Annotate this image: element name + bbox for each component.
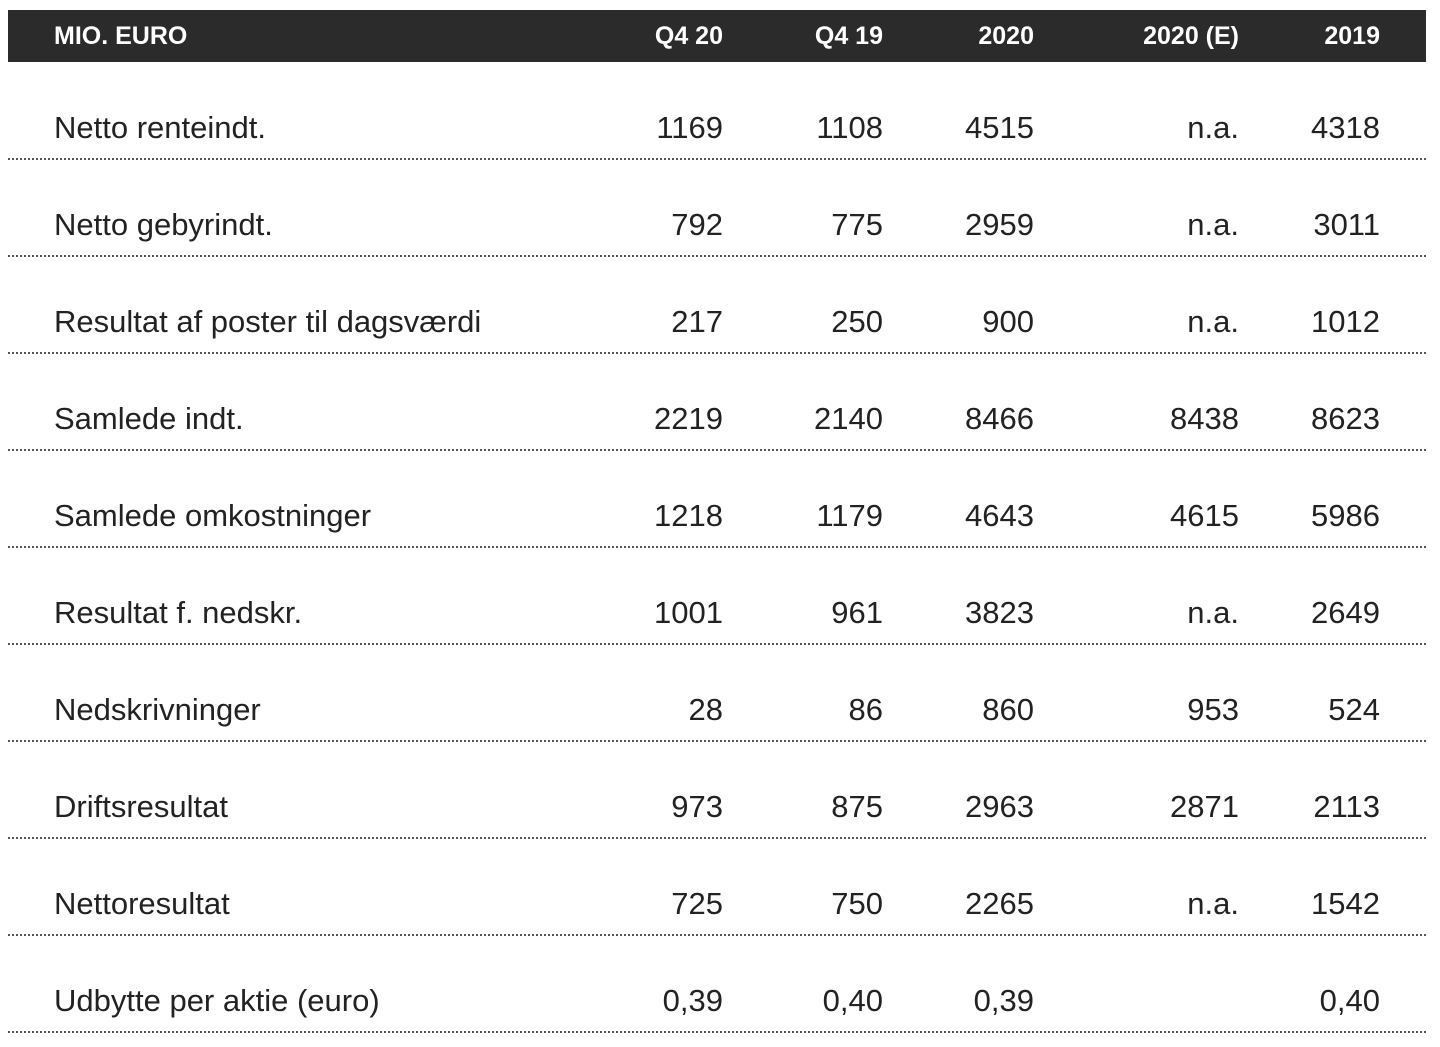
value-cell: 2140 [814,401,883,436]
header-cell: 2020 [978,22,1034,50]
row-label: Nettoresultat [54,886,230,921]
value-cell: 28 [688,692,723,727]
table-row: Samlede indt. 2219 2140 8466 8438 8623 [8,353,1426,451]
table-row: Resultat af poster til dagsværdi 217 250 90… [8,256,1426,354]
value-cell: 860 [982,692,1034,727]
row-label: Udbytte per aktie (euro) [54,983,380,1018]
value-cell: 8623 [1311,401,1380,436]
table-row: Driftsresultat 973 875 2963 2871 2113 [8,741,1426,839]
value-cell: 4643 [965,498,1034,533]
value-cell: 961 [831,595,883,630]
table-row: Netto gebyrindt. 792 775 2959 n.a. 3011 [8,159,1426,257]
table-row: Samlede omkostninger 1218 1179 4643 4615 5986 [8,450,1426,548]
table-row: Netto renteindt. 1169 1108 4515 n.a. 4318 [8,62,1426,160]
value-cell: 0,40 [1319,983,1380,1018]
table-row: Udbytte per aktie (euro) 0,39 0,40 0,39 0,40 [8,935,1426,1033]
value-cell: 2871 [1170,789,1239,824]
table-row: Nettoresultat 725 750 2265 n.a. 1542 [8,838,1426,936]
row-label: Driftsresultat [54,789,228,824]
row-label: Netto renteindt. [54,110,266,145]
value-cell: 86 [848,692,883,727]
row-label: Resultat af poster til dagsværdi [54,304,482,339]
value-cell: 1218 [654,498,723,533]
value-cell: 1108 [816,110,883,145]
value-cell: 2649 [1311,595,1380,630]
value-cell: 1001 [654,595,723,630]
value-cell: n.a. [1187,595,1239,630]
header-cell: MIO. EURO [54,22,188,50]
header-cell: 2019 [1324,22,1380,50]
row-label: Samlede indt. [54,401,244,436]
value-cell: 4515 [965,110,1034,145]
header-bar [8,10,1426,62]
value-cell: 3823 [965,595,1034,630]
value-cell: n.a. [1187,886,1239,921]
value-cell: n.a. [1187,110,1239,145]
value-cell: 953 [1187,692,1239,727]
row-label: Samlede omkostninger [54,498,372,533]
table-row: Nedskrivninger 28 86 860 953 524 [8,644,1426,742]
value-cell: 217 [671,304,723,339]
value-cell: 900 [982,304,1034,339]
value-cell: 875 [831,789,883,824]
value-cell: 1169 [656,110,723,145]
value-cell: 0,40 [822,983,883,1018]
row-label: Netto gebyrindt. [54,207,273,242]
value-cell: n.a. [1187,207,1239,242]
value-cell: 524 [1328,692,1380,727]
value-cell: 4615 [1170,498,1239,533]
value-cell: 250 [831,304,883,339]
value-cell: 2963 [965,789,1034,824]
value-cell: 725 [671,886,723,921]
value-cell: 0,39 [973,983,1034,1018]
header-cell: Q4 19 [814,22,883,50]
value-cell: 2959 [965,207,1034,242]
value-cell: 8438 [1170,401,1239,436]
value-cell: 1179 [816,498,883,533]
row-label: Resultat f. nedskr. [54,595,303,630]
value-cell: 1012 [1311,304,1380,339]
value-cell: 792 [671,207,723,242]
header-cell: 2020 (E) [1143,22,1239,50]
value-cell: 1542 [1311,886,1380,921]
value-cell: 2219 [654,401,723,436]
value-cell: 2265 [965,886,1034,921]
value-cell: n.a. [1187,304,1239,339]
value-cell: 8466 [965,401,1034,436]
value-cell: 4318 [1311,110,1380,145]
value-cell: 973 [671,789,723,824]
value-cell: 3011 [1313,207,1380,242]
value-cell: 2113 [1313,789,1380,824]
value-cell: 775 [831,207,883,242]
header-cell: Q4 20 [654,22,723,50]
value-cell: 0,39 [662,983,723,1018]
table-row: Resultat f. nedskr. 1001 961 3823 n.a. 2649 [8,547,1426,645]
value-cell: 5986 [1311,498,1380,533]
value-cell: 750 [831,886,883,921]
row-label: Nedskrivninger [54,692,261,727]
